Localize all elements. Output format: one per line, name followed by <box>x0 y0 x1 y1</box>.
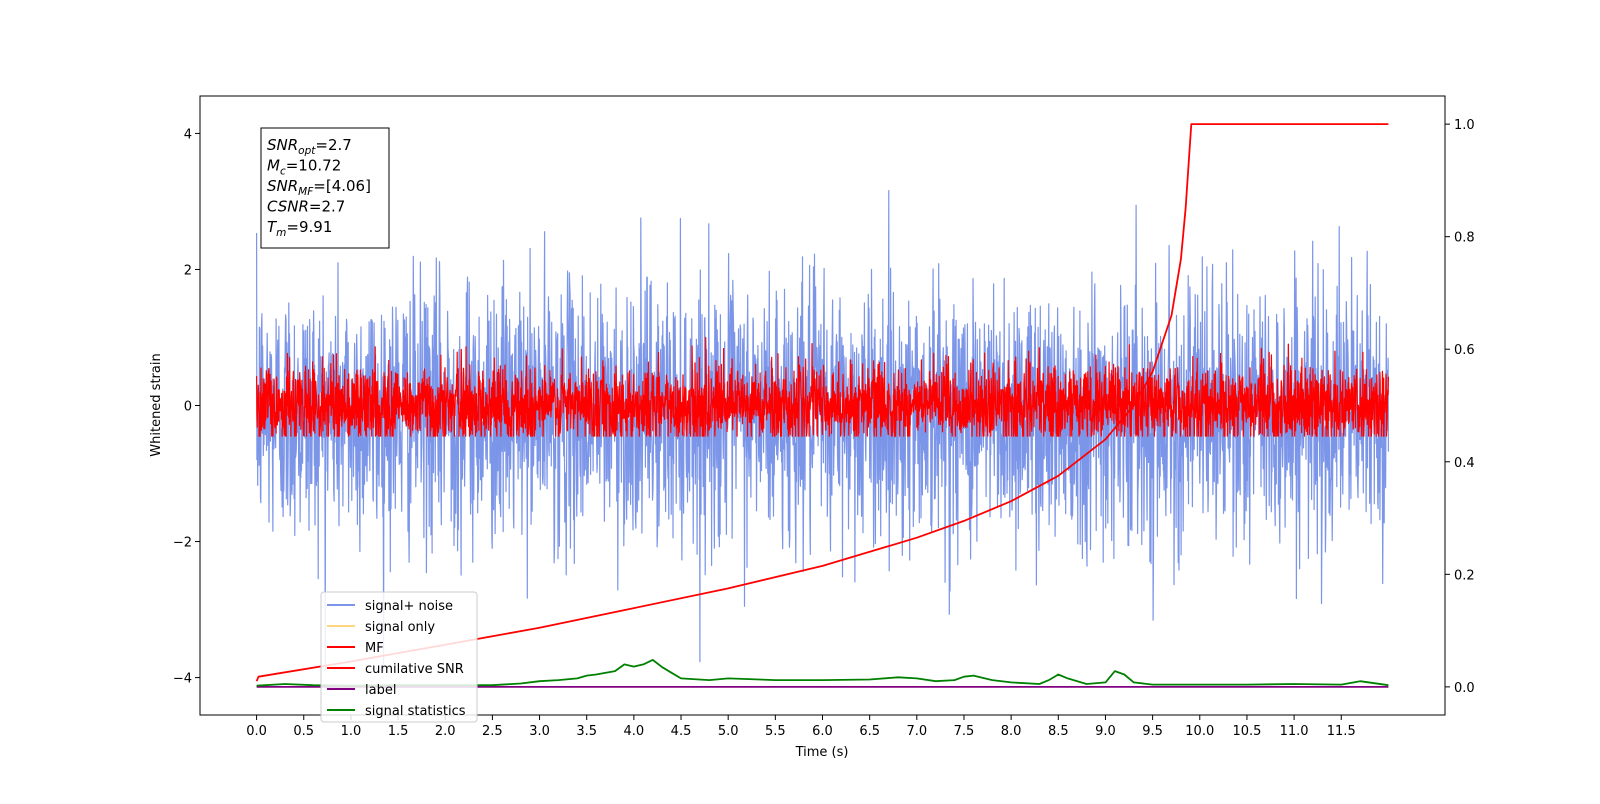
stats-line: CSNR=2.7 <box>267 198 345 216</box>
x-axis: 0.0 0.5 1.0 1.5 2.0 2.5 3.0 3.5 4.0 4.5 5.0 5.5 6.0 6… <box>246 715 1356 739</box>
y-left-tick-label: 2 <box>184 263 192 278</box>
x-tick-label: 9.5 <box>1142 724 1163 739</box>
y-left-tick-label: −2 <box>173 536 192 551</box>
y-axis-left: 4 2 0 −2 −4 <box>173 127 200 687</box>
x-tick-label: 1.5 <box>388 724 409 739</box>
x-tick-label: 2.0 <box>435 724 456 739</box>
stats-box-frame <box>260 127 390 249</box>
x-tick-label: 11.5 <box>1327 724 1356 739</box>
legend: signal+ noise signal only MF cumilative SNR… <box>320 591 478 723</box>
x-tick-label: 7.5 <box>954 724 975 739</box>
y-axis-label: Whitened strain <box>149 353 164 456</box>
y-right-tick-label: 0.0 <box>1454 681 1475 696</box>
y-right-tick-label: 0.2 <box>1454 568 1475 583</box>
x-tick-label: 5.0 <box>718 724 739 739</box>
x-tick-label: 6.5 <box>859 724 880 739</box>
x-tick-label: 10.0 <box>1185 724 1214 739</box>
x-tick-label: 0.0 <box>246 724 267 739</box>
legend-label: signal+ noise <box>365 599 453 614</box>
y-right-tick-label: 0.8 <box>1454 231 1475 246</box>
x-tick-label: 8.0 <box>1001 724 1022 739</box>
series-line-signal-statistics <box>256 659 1389 687</box>
x-axis-label: Time (s) <box>795 745 849 760</box>
x-tick-label: 4.0 <box>624 724 645 739</box>
x-tick-label: 8.5 <box>1048 724 1069 739</box>
y-right-tick-label: 0.6 <box>1454 343 1475 358</box>
y-left-tick-label: 4 <box>184 127 192 142</box>
y-axis-right: 1.0 0.8 0.6 0.4 0.2 0.0 <box>1445 118 1475 696</box>
series-line-mf <box>256 336 1389 437</box>
x-tick-label: 3.0 <box>529 724 550 739</box>
y-right-tick-label: 0.4 <box>1454 456 1475 471</box>
stats-line: SNRopt=2.7 <box>267 136 352 157</box>
legend-label: MF <box>365 641 384 656</box>
legend-label: label <box>365 683 396 698</box>
x-tick-label: 2.5 <box>482 724 503 739</box>
legend-label: signal only <box>365 620 435 635</box>
legend-label: signal statistics <box>365 704 466 719</box>
x-tick-label: 10.5 <box>1232 724 1261 739</box>
y-left-tick-label: −4 <box>173 672 192 687</box>
legend-label: cumilative SNR <box>365 662 464 677</box>
y-left-tick-label: 0 <box>184 400 192 415</box>
legend-frame <box>320 591 478 723</box>
x-tick-label: 6.0 <box>812 724 833 739</box>
x-tick-label: 1.0 <box>341 724 362 739</box>
stats-line: SNRMF=[4.06] <box>267 177 371 198</box>
x-tick-label: 3.5 <box>576 724 597 739</box>
x-tick-label: 0.5 <box>293 724 314 739</box>
x-tick-label: 4.5 <box>671 724 692 739</box>
stats-line: Mc=10.72 <box>267 157 341 178</box>
x-tick-label: 9.0 <box>1095 724 1116 739</box>
x-tick-label: 11.0 <box>1280 724 1309 739</box>
x-tick-label: 5.5 <box>765 724 786 739</box>
x-tick-label: 7.0 <box>906 724 927 739</box>
stats-line: Tm=9.91 <box>267 218 332 239</box>
y-right-tick-label: 1.0 <box>1454 118 1475 133</box>
